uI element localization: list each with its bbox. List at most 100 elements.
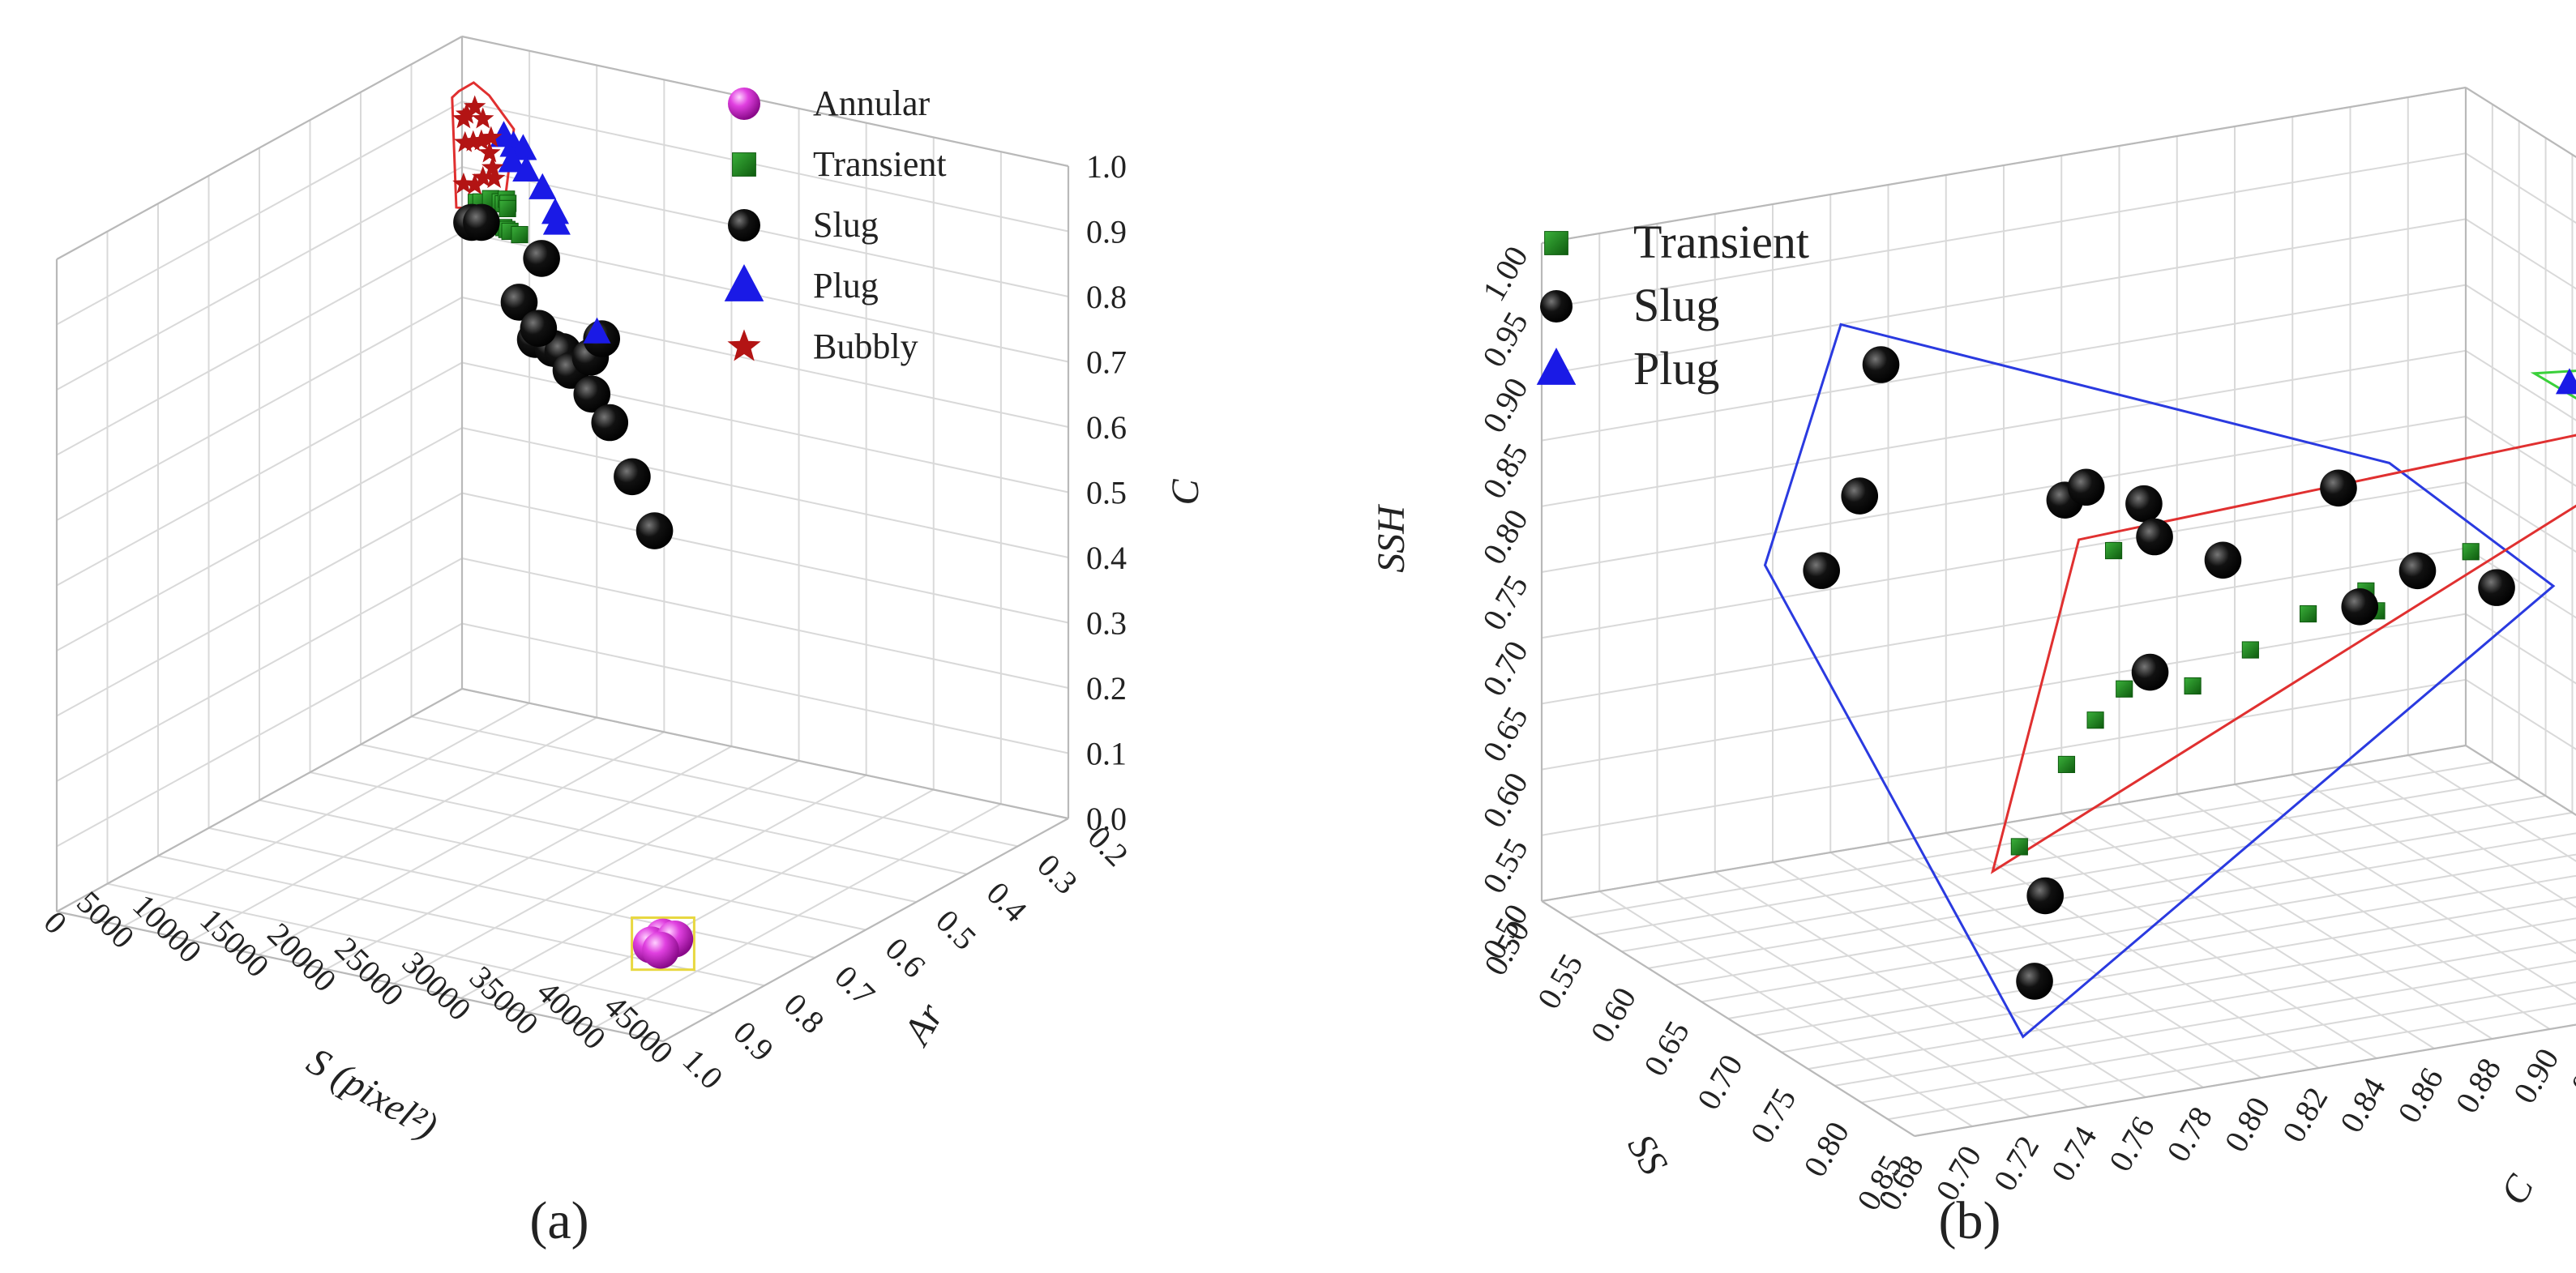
grid-line (1829, 852, 2204, 1088)
panel-b-points (1803, 346, 2576, 1000)
grid-line (2291, 774, 2576, 955)
grid-line (259, 799, 867, 931)
data-point-slug (2136, 518, 2173, 556)
x-tick-label: 5000 (70, 884, 141, 955)
grid-line (2465, 152, 2576, 224)
z-tick-label: 0.85 (1475, 438, 1535, 505)
data-point-slug (2320, 469, 2357, 507)
z-tick-label: 0.9 (1086, 214, 1127, 250)
grid-line (2465, 481, 2576, 553)
data-point-transient (2241, 641, 2259, 659)
data-point-transient (511, 225, 528, 244)
grid-line (1541, 284, 2467, 442)
data-point-slug (591, 404, 629, 442)
y-axis-title: Ar (894, 996, 952, 1053)
grid-line (2465, 416, 2576, 487)
z-tick-label: 0.6 (1086, 409, 1127, 446)
panel-b-frame (1540, 86, 2576, 1138)
x-tick-label: 0.60 (1583, 981, 1643, 1049)
frame-edge (461, 35, 1069, 168)
x-tick-label: 0.75 (1743, 1082, 1803, 1149)
data-point-slug (2204, 541, 2242, 579)
y-tick-label: 0.3 (1030, 847, 1085, 901)
grid-line (1541, 481, 2467, 639)
panel-a-gridlines (56, 36, 1069, 1042)
x-tick-label: 0 (36, 903, 74, 941)
grid-line (56, 622, 463, 848)
frame-edge (2465, 745, 2576, 817)
grid-line (461, 427, 1069, 558)
y-tick-label: 0.90 (2506, 1042, 2566, 1109)
y-tick-label: 0.7 (828, 958, 882, 1012)
data-point-plug (528, 173, 557, 199)
grid-line (1541, 349, 2467, 507)
z-tick-label: 0.8 (1086, 279, 1127, 315)
data-point-slug (2341, 588, 2379, 626)
frame-edge (1914, 1023, 2576, 1138)
z-tick-label: 0.65 (1475, 700, 1535, 767)
data-point-slug (635, 512, 674, 549)
annotation-box (631, 916, 695, 972)
frame-edge (56, 910, 664, 1043)
grid-line (1541, 613, 2467, 771)
data-point-transient (499, 199, 516, 217)
data-point-transient (2010, 838, 2028, 856)
grid-line (1541, 678, 2467, 836)
data-point-slug (2067, 468, 2105, 506)
y-tick-label: 0.80 (2217, 1091, 2277, 1158)
data-point-bubbly (482, 167, 506, 189)
data-point-bubbly (464, 173, 486, 195)
grid-line (1701, 853, 2576, 1003)
z-tick-label: 0.0 (1086, 801, 1127, 837)
grid-line (1598, 891, 1973, 1127)
frame-edge (56, 688, 463, 912)
data-point-slug (614, 458, 651, 496)
data-point-slug (2478, 569, 2515, 606)
grid-line (2407, 754, 2576, 862)
data-point-slug (1803, 552, 1840, 589)
data-point-plug (2555, 368, 2576, 395)
data-point-plug (509, 134, 537, 160)
x-tick-label: 0.70 (1690, 1049, 1750, 1116)
data-point-plug (498, 146, 526, 173)
z-tick-label: 0.3 (1086, 605, 1127, 642)
legend-label: Slug (813, 205, 879, 245)
legend-marker-slug (1540, 290, 1573, 323)
frame-edge (1541, 86, 2467, 245)
frame-edge (1541, 900, 1915, 1137)
grid-line (461, 231, 1069, 363)
data-point-slug (2016, 963, 2053, 1000)
data-point-plug (541, 198, 570, 224)
annotation-region (1990, 434, 2576, 874)
panel-b-annotations (1763, 323, 2576, 1039)
grid-line (2465, 678, 2576, 750)
grid-line (56, 557, 463, 782)
grid-line (56, 297, 463, 521)
grid-line (208, 827, 815, 959)
grid-line (2465, 284, 2576, 356)
annotation-region (1763, 323, 2556, 1039)
y-tick-label: 0.76 (2102, 1110, 2162, 1177)
grid-line (2234, 784, 2576, 1001)
z-tick-label: 0.4 (1086, 540, 1127, 576)
legend-label: Transient (1633, 216, 1809, 268)
grid-line (56, 361, 463, 587)
panel-b-legend: Transient Slug Plug (1536, 216, 1809, 395)
data-point-slug (573, 375, 611, 413)
x-axis-title: S (pixel²) (300, 1040, 445, 1148)
data-point-slug (1841, 477, 1879, 515)
data-point-bubbly (480, 126, 503, 147)
z-axis-title: C (1164, 479, 1207, 506)
x-tick-label: 0.65 (1637, 1015, 1697, 1082)
grid-line (2176, 793, 2551, 1030)
grid-line (107, 882, 714, 1015)
y-tick-label: 0.88 (2448, 1052, 2508, 1119)
data-point-slug (520, 310, 558, 347)
z-tick-label: 0.70 (1475, 634, 1535, 702)
y-tick-label: 0.9 (726, 1014, 781, 1068)
panel-a-legend: Annular Transient Slug Plug Bubbly (724, 83, 947, 366)
data-point-slug (1862, 346, 1900, 383)
z-tick-label: 0.1 (1086, 736, 1127, 772)
y-tick-label: 0.84 (2333, 1071, 2393, 1138)
z-tick-label: 0.5 (1086, 475, 1127, 511)
